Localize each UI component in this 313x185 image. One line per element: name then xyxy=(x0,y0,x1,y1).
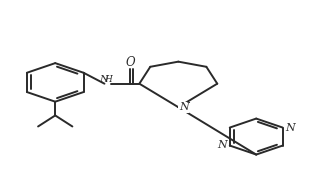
Text: H: H xyxy=(104,75,112,84)
Text: N: N xyxy=(179,102,189,112)
Text: N: N xyxy=(217,140,227,150)
Text: N: N xyxy=(179,102,189,112)
Text: O: O xyxy=(125,56,135,69)
Text: N: N xyxy=(285,123,295,133)
Text: N: N xyxy=(100,75,109,84)
Text: N: N xyxy=(179,102,189,112)
